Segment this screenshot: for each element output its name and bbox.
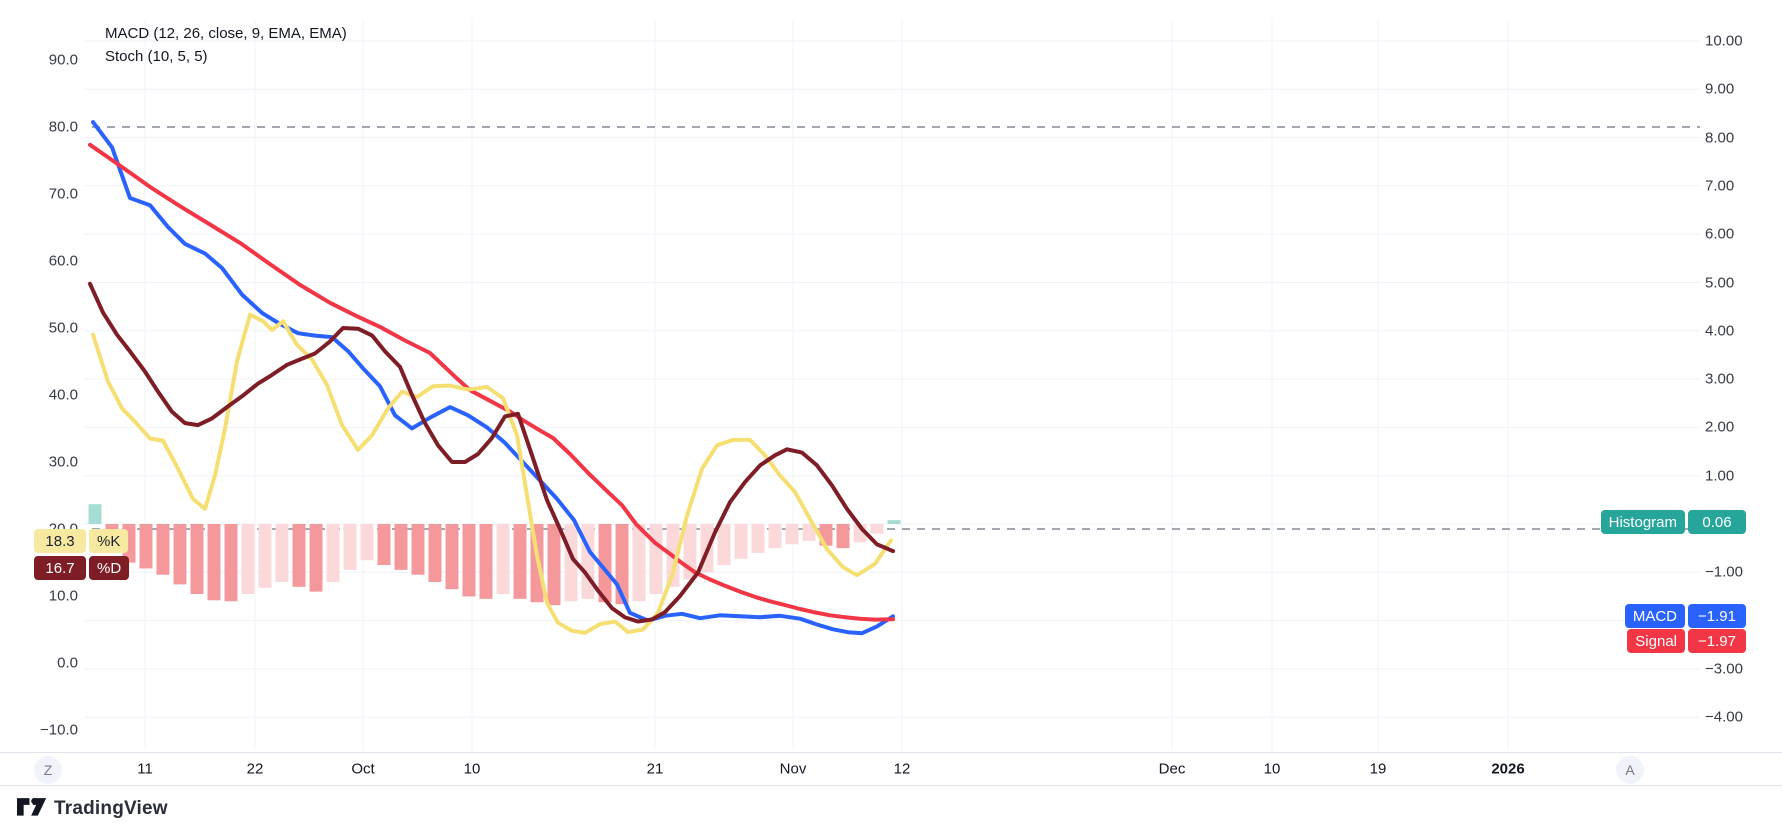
right-axis-tick: 2.00 [1705, 418, 1735, 436]
timezone-button[interactable]: Z [34, 756, 62, 784]
stoch-d-value: 16.7 [34, 556, 86, 580]
time-axis-label: 21 [646, 760, 664, 778]
left-axis-tick: −10.0 [40, 721, 78, 739]
signal-badge-value: −1.97 [1688, 629, 1746, 653]
chart-plot-area[interactable] [0, 0, 1782, 752]
stoch-k-label: %K [89, 529, 129, 553]
right-axis-tick: −3.00 [1705, 660, 1743, 678]
footer: TradingView [0, 786, 1782, 838]
macd-badge-value: −1.91 [1688, 604, 1746, 628]
left-axis-tick: 30.0 [48, 453, 78, 471]
right-axis-tick: −1.00 [1705, 563, 1743, 581]
left-axis-tick: 80.0 [48, 118, 78, 136]
time-axis-label: Nov [779, 760, 807, 778]
time-axis-label: 11 [137, 760, 153, 778]
indicator-chart-canvas [84, 20, 1700, 750]
right-axis-tick: −4.00 [1705, 708, 1743, 726]
time-axis-label: 2026 [1491, 760, 1525, 778]
time-axis-label: Oct [351, 760, 375, 778]
time-axis-label: 10 [1263, 760, 1281, 778]
right-axis-tick: 9.00 [1705, 80, 1735, 98]
legend-macd-title[interactable]: MACD (12, 26, close, 9, EMA, EMA) [105, 25, 347, 42]
left-axis-tick: 50.0 [48, 319, 78, 337]
left-axis-tick: 90.0 [48, 51, 78, 69]
right-axis-tick: 8.00 [1705, 129, 1735, 147]
time-axis-label: 10 [463, 760, 481, 778]
tradingview-logo[interactable]: TradingView [17, 798, 168, 820]
left-axis-tick: 60.0 [48, 252, 78, 270]
stoch-k-badge: 18.3 %K [34, 529, 129, 553]
time-axis-label: 22 [246, 760, 264, 778]
auto-scale-button[interactable]: A [1616, 756, 1644, 784]
right-axis-tick: 4.00 [1705, 322, 1735, 340]
stoch-d-badge: 16.7 %D [34, 556, 130, 580]
histogram-badge-label: Histogram [1600, 510, 1685, 534]
signal-badge-label: Signal [1627, 629, 1685, 653]
macd-badge-label: MACD [1624, 604, 1685, 628]
time-axis-label: Dec [1158, 760, 1186, 778]
left-axis-tick: 40.0 [48, 386, 78, 404]
macd-badge: MACD −1.91 [1624, 604, 1746, 628]
stoch-k-value: 18.3 [34, 529, 86, 553]
right-axis-tick: 5.00 [1705, 274, 1735, 291]
histogram-badge-value: 0.06 [1688, 510, 1746, 534]
tradingview-logo-icon [17, 798, 47, 816]
right-axis-tick: 10.00 [1705, 32, 1743, 50]
signal-badge: Signal −1.97 [1627, 629, 1746, 653]
histogram-badge: Histogram 0.06 [1600, 510, 1746, 534]
right-axis-tick: 6.00 [1705, 225, 1735, 243]
legend-stoch-title[interactable]: Stoch (10, 5, 5) [105, 48, 208, 65]
right-axis-tick: 7.00 [1705, 177, 1735, 195]
time-axis-label: 19 [1369, 760, 1387, 778]
time-axis[interactable]: Z A 11 22 Oct 10 21 Nov 12 Dec 10 19 2026 [0, 752, 1782, 786]
right-axis-tick: 1.00 [1705, 467, 1735, 485]
right-axis-tick: 3.00 [1705, 370, 1735, 388]
left-axis-tick: 0.0 [57, 654, 78, 672]
time-axis-label: 12 [893, 760, 911, 778]
left-axis-tick: 70.0 [48, 185, 78, 203]
stoch-d-label: %D [89, 556, 130, 580]
left-axis-tick: 10.0 [48, 587, 78, 605]
tradingview-logo-text: TradingView [54, 798, 168, 819]
